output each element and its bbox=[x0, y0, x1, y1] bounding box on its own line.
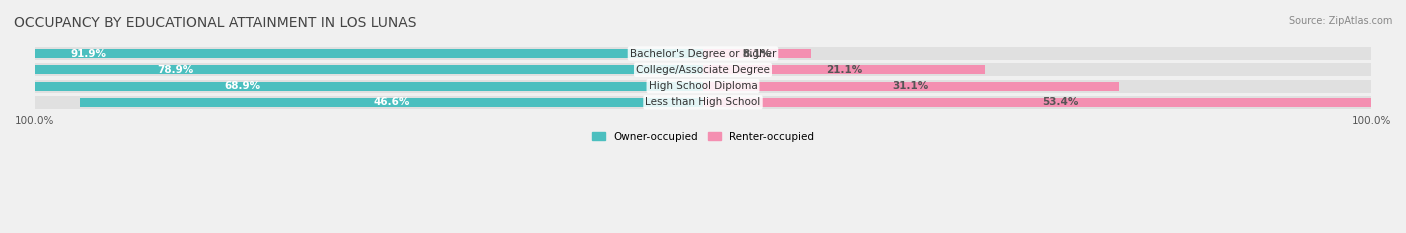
Bar bbox=[703, 98, 1406, 107]
Text: 21.1%: 21.1% bbox=[825, 65, 862, 75]
Bar bbox=[35, 79, 1371, 93]
Text: 91.9%: 91.9% bbox=[70, 48, 107, 58]
Text: High School Diploma: High School Diploma bbox=[648, 81, 758, 91]
Text: Bachelor's Degree or higher: Bachelor's Degree or higher bbox=[630, 48, 776, 58]
Text: 8.1%: 8.1% bbox=[742, 48, 772, 58]
Bar bbox=[703, 49, 811, 58]
Text: 68.9%: 68.9% bbox=[225, 81, 260, 91]
Bar bbox=[0, 82, 703, 91]
Text: College/Associate Degree: College/Associate Degree bbox=[636, 65, 770, 75]
Legend: Owner-occupied, Renter-occupied: Owner-occupied, Renter-occupied bbox=[588, 128, 818, 146]
Bar bbox=[35, 47, 1371, 60]
Text: OCCUPANCY BY EDUCATIONAL ATTAINMENT IN LOS LUNAS: OCCUPANCY BY EDUCATIONAL ATTAINMENT IN L… bbox=[14, 16, 416, 30]
Bar bbox=[703, 82, 1119, 91]
Text: 46.6%: 46.6% bbox=[374, 97, 409, 107]
Bar bbox=[0, 49, 703, 58]
Bar bbox=[35, 63, 1371, 76]
Bar bbox=[703, 65, 986, 74]
Bar bbox=[80, 98, 703, 107]
Text: Less than High School: Less than High School bbox=[645, 97, 761, 107]
Text: Source: ZipAtlas.com: Source: ZipAtlas.com bbox=[1288, 16, 1392, 26]
Text: 78.9%: 78.9% bbox=[157, 65, 194, 75]
Bar bbox=[0, 65, 703, 74]
Text: 31.1%: 31.1% bbox=[893, 81, 929, 91]
Bar bbox=[35, 96, 1371, 109]
Text: 53.4%: 53.4% bbox=[1042, 97, 1078, 107]
